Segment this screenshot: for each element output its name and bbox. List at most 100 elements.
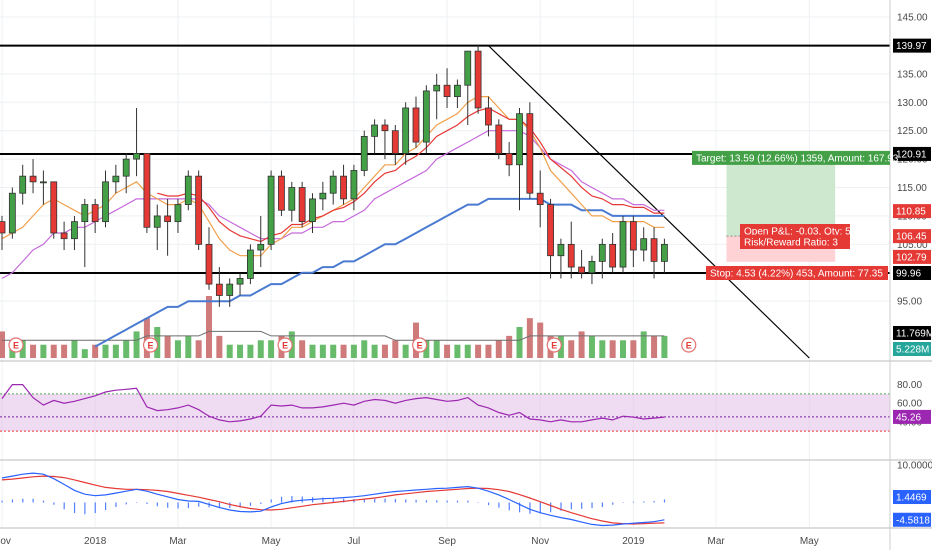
price-tick-label: 135.00 [897,69,928,80]
macd-histogram-bar [363,499,365,503]
macd-histogram-bar [229,502,231,509]
macd-histogram-bar [1,500,3,503]
macd-histogram-bar [477,502,479,503]
time-tick-label: Mar [708,536,726,547]
trendline[interactable] [488,45,810,359]
candle-body [391,130,399,154]
candle-body [536,192,544,205]
time-tick-label: Mar [169,536,187,547]
volume-bar [361,340,368,358]
candle-body [226,283,234,296]
volume-bar [257,340,264,358]
price-badge-bg [893,204,931,219]
macd-pane [1,472,666,527]
volume-bar [19,340,26,358]
volume-bar [247,344,254,358]
macd-histogram-bar [301,496,303,503]
macd-badge-bg [893,490,931,505]
volume-badge-bg [893,326,931,340]
price-badge-bg [893,229,931,244]
candle-body [650,238,658,262]
volume-bar [433,340,440,358]
candle-body [143,153,151,228]
macd-histogram-bar [53,502,55,505]
time-axis: Nov 2018 Mar May Jul Sep Nov 2019 Mar May [0,536,819,547]
macd-signal-line [1,475,665,525]
volume-bar [133,331,140,358]
volume-bar [350,344,357,358]
time-tick-label: May [800,536,819,547]
candle-body [474,50,482,109]
candle-body [236,278,244,285]
candle-body [464,50,472,86]
volume-bar [309,344,316,358]
macd-histogram-bar [42,500,45,503]
price-badge: 110.85 [896,207,926,218]
candle-body [505,153,513,166]
volume-bar [381,344,388,358]
time-tick-label: May [262,536,281,547]
macd-badge-bg [893,512,931,527]
rsi-zone [0,393,890,432]
volume-bar [226,344,233,358]
target-label: Target: 13.59 (12.66%) 1359, Amount: 167… [696,153,899,164]
volume-bar [423,340,430,358]
pl-label-bg [740,224,850,238]
price-tick-label: 130.00 [897,98,928,109]
candle-body [19,175,27,194]
candle-body [422,90,430,143]
price-tick-label: 125.00 [897,126,928,137]
target-zone [726,158,836,237]
candle-body [526,113,534,194]
volume-bar [299,340,306,358]
volume-bar [392,340,399,358]
moving-averages [1,96,665,348]
stop-label: Stop: 4.53 (4.22%) 453, Amount: 77.35 [710,268,883,279]
macd-histogram-bar [260,502,262,504]
time-tick-label: Sep [438,536,456,547]
earnings-marker-label: E [13,341,19,351]
rsi-band [0,393,890,432]
volume-bar [50,344,57,358]
macd-histogram-bar [32,498,34,503]
price-badge: 120.91 [896,149,927,160]
volume-badge: 11.769M [896,329,932,340]
time-tick-label: Jul [348,536,361,547]
candle-body [267,175,275,245]
volume-bar [123,340,130,358]
price-badge-bg [893,38,931,53]
volume-bar [506,335,513,358]
volume-ma-line [2,330,665,341]
volume-bar [0,331,5,358]
macd-histogram-bar [291,496,293,503]
candle-body [122,158,130,177]
macd-histogram-bar [239,502,241,508]
candle-body [547,204,554,257]
macd-histogram-bar [519,502,521,513]
price-badges: 139.97 120.91 110.85 106.45 102.79 99.96 11.76… [893,38,932,527]
macd-histogram-bar [146,502,148,504]
macd-histogram-bar [84,502,86,515]
candle-body [164,215,172,223]
candle-body [412,107,420,143]
macd-histogram-bar [425,500,428,503]
rsi-pane [1,384,665,423]
macd-histogram-bar [446,500,448,503]
volume-bar [237,344,244,358]
price-badge-bg [893,146,931,161]
macd-histogram-bar [115,502,117,508]
macd-histogram-bar [73,502,76,514]
time-tick-label: Nov [0,536,11,547]
rsi-badge: 45.26 [896,412,921,423]
volume-bar [61,344,68,358]
candle-body [298,187,306,223]
macd-histogram-bar [415,499,417,503]
candle-body [453,84,461,98]
candle-body [350,170,358,200]
candle-body [485,107,492,126]
candle-body [619,221,627,268]
macd-histogram-bar [280,496,283,503]
macd-histogram-bar [601,502,603,508]
macd-histogram-bar [125,502,127,505]
